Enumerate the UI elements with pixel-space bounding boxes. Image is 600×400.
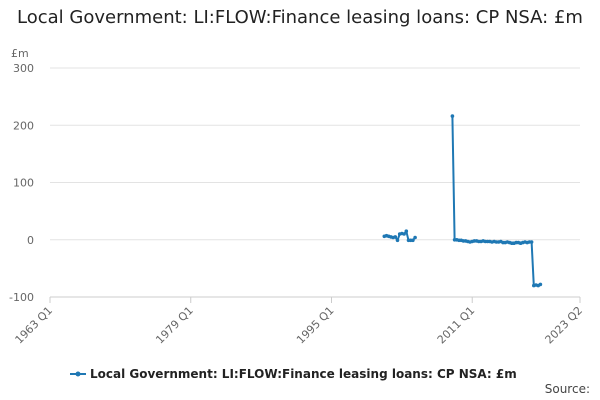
axes: -100 0 100 200 300 1963 Q1 1979 Q1 1995 Q1 2011 … bbox=[9, 62, 585, 346]
data-point[interactable] bbox=[529, 240, 534, 244]
data-point[interactable] bbox=[393, 235, 398, 239]
y-tick-label: 0 bbox=[27, 234, 34, 247]
x-tick-label: 2011 Q1 bbox=[435, 304, 478, 347]
data-point[interactable] bbox=[402, 232, 406, 236]
x-tick-label: 2023 Q2 bbox=[543, 304, 586, 347]
x-tick-label: 1995 Q1 bbox=[294, 304, 337, 347]
x-tick-label: 1979 Q1 bbox=[153, 304, 196, 347]
series bbox=[382, 114, 543, 288]
data-point[interactable] bbox=[450, 114, 455, 118]
y-tick-label: 300 bbox=[13, 62, 34, 75]
source-label: Source: bbox=[545, 382, 590, 396]
chart-title: Local Government: LI:FLOW:Finance leasin… bbox=[17, 7, 583, 28]
gridlines bbox=[50, 67, 580, 241]
data-point[interactable] bbox=[413, 235, 417, 240]
y-tick-label: 100 bbox=[13, 177, 34, 190]
legend[interactable]: Local Government: LI:FLOW:Finance leasin… bbox=[70, 367, 517, 381]
y-tick-label: -100 bbox=[9, 291, 34, 304]
data-point[interactable] bbox=[404, 229, 409, 233]
data-point[interactable] bbox=[395, 238, 400, 243]
y-axis-unit-label: £m bbox=[11, 47, 29, 60]
legend-label: Local Government: LI:FLOW:Finance leasin… bbox=[90, 367, 517, 381]
series-line bbox=[451, 116, 541, 287]
y-tick-label: 200 bbox=[13, 119, 34, 132]
x-tick-label: 1963 Q1 bbox=[13, 304, 56, 347]
data-point[interactable] bbox=[411, 238, 415, 243]
legend-marker bbox=[75, 371, 81, 377]
data-point[interactable] bbox=[538, 282, 543, 287]
